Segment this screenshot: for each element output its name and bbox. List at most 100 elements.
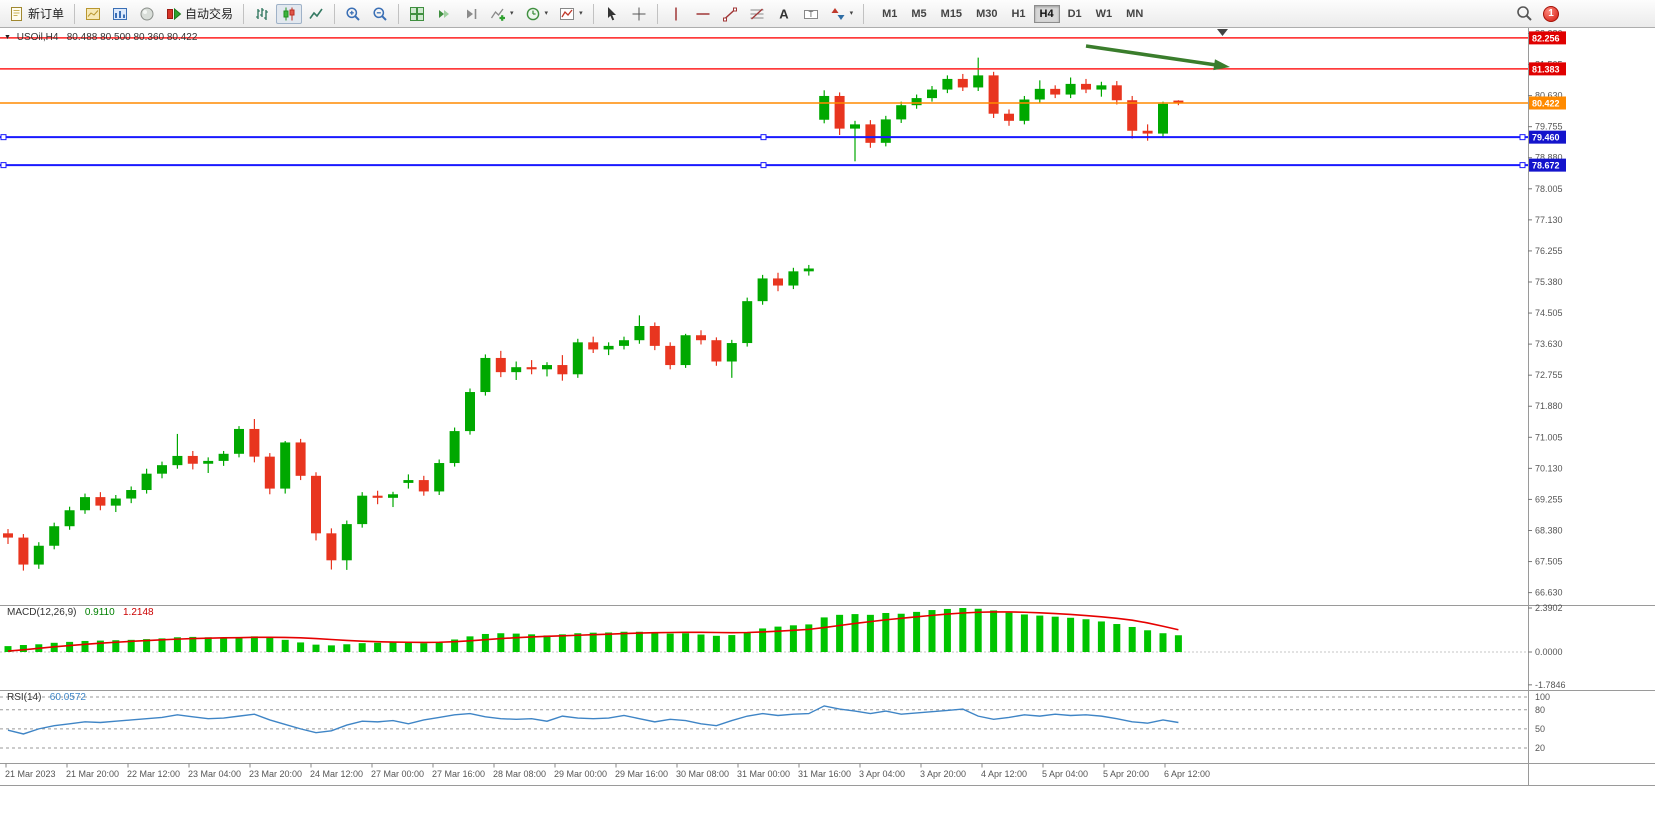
line-handle[interactable] xyxy=(0,162,7,169)
cursor-button[interactable] xyxy=(599,4,625,24)
timeframe-m15[interactable]: M15 xyxy=(940,7,963,20)
templates-button[interactable]: ▾ xyxy=(554,4,588,24)
candle-body xyxy=(572,342,583,375)
horizontal-line-button[interactable] xyxy=(690,4,716,24)
indicators-button[interactable]: ▾ xyxy=(485,4,519,24)
charts-profile-button[interactable] xyxy=(80,4,106,24)
text-label-button[interactable]: T xyxy=(798,4,824,24)
fibonacci-button[interactable] xyxy=(744,4,770,24)
candle-body xyxy=(1065,83,1076,95)
auto-scroll-button[interactable] xyxy=(431,4,457,24)
price-axis-label: 79.755 xyxy=(1535,122,1563,132)
bar-chart-button[interactable] xyxy=(249,4,275,24)
macd-histogram-bar xyxy=(481,633,489,652)
periods-button[interactable]: ▾ xyxy=(520,4,554,24)
candle-body xyxy=(1019,99,1030,121)
macd-histogram-bar xyxy=(1113,624,1121,652)
timeframe-w1[interactable]: W1 xyxy=(1095,7,1113,20)
toolbar-separator xyxy=(656,3,658,24)
macd-histogram-bar xyxy=(19,645,27,652)
fibonacci-icon xyxy=(750,8,764,19)
macd-histogram-bar xyxy=(990,610,998,652)
zoom-out-button[interactable] xyxy=(367,4,393,24)
line-handle[interactable] xyxy=(1519,162,1526,169)
text-button[interactable]: A xyxy=(771,4,797,24)
timeframe-h1[interactable]: H1 xyxy=(1011,7,1026,20)
auto-trading-button[interactable]: 自动交易 xyxy=(161,4,238,24)
timeframe-m1[interactable]: M1 xyxy=(882,7,898,20)
new-order-button[interactable]: 新订单 xyxy=(4,4,69,24)
candle-body xyxy=(711,340,722,362)
tile-windows-button[interactable] xyxy=(404,4,430,24)
candle-body xyxy=(1004,113,1014,121)
market-watch-button[interactable] xyxy=(107,4,133,24)
line-handle[interactable] xyxy=(760,162,767,169)
price-badge-label: 81.383 xyxy=(1532,64,1560,74)
macd-main-value: 0.9110 xyxy=(84,607,115,618)
line-handle[interactable] xyxy=(0,134,7,141)
zoom-in-button[interactable] xyxy=(340,4,366,24)
macd-histogram-bar xyxy=(697,634,705,652)
macd-histogram-bar xyxy=(712,635,720,652)
timeframe-m30[interactable]: M30 xyxy=(976,7,998,20)
macd-histogram-bar xyxy=(404,642,412,652)
macd-histogram-bar xyxy=(759,628,767,652)
candle-body xyxy=(418,480,429,492)
toolbar: 新订单 自动交易 xyxy=(0,0,1655,28)
candle-body xyxy=(850,124,860,129)
macd-histogram-bar xyxy=(528,634,536,652)
chart-shift-button[interactable] xyxy=(458,4,484,24)
candle-body xyxy=(18,537,29,565)
navigator-button[interactable] xyxy=(134,4,160,24)
candle-body xyxy=(542,365,552,370)
time-axis-label: 31 Mar 16:00 xyxy=(798,769,851,779)
macd-histogram-bar xyxy=(558,634,566,652)
candle-body xyxy=(726,343,737,362)
toolbar-separator xyxy=(334,3,336,24)
macd-histogram-bar xyxy=(651,632,659,652)
arrows-button[interactable]: ▾ xyxy=(825,4,859,24)
chart-shift-marker[interactable] xyxy=(1217,29,1228,36)
time-axis-label: 30 Mar 08:00 xyxy=(676,769,729,779)
rsi-axis-label: 100 xyxy=(1535,692,1550,702)
candle-body xyxy=(326,533,337,561)
candle-body xyxy=(187,455,198,464)
time-axis-label: 6 Apr 12:00 xyxy=(1164,769,1210,779)
candlestick-chart-button[interactable] xyxy=(276,3,303,24)
timeframe-d1[interactable]: D1 xyxy=(1067,7,1082,20)
vertical-line-button[interactable] xyxy=(663,4,689,24)
notification-badge[interactable]: 1 xyxy=(1543,5,1559,22)
time-axis-label: 22 Mar 12:00 xyxy=(127,769,180,779)
notification-count: 1 xyxy=(1548,8,1554,19)
annotation-arrow-head[interactable] xyxy=(1213,59,1230,71)
candle-body xyxy=(588,342,599,350)
macd-histogram-bar xyxy=(928,610,936,652)
trendline-button[interactable] xyxy=(717,4,743,24)
collapse-chart-icon[interactable]: ▼ xyxy=(4,34,11,41)
toolbar-separator xyxy=(243,3,245,24)
candle-body xyxy=(203,460,214,464)
timeframe-mn[interactable]: MN xyxy=(1126,7,1144,20)
timeframe-h4[interactable]: H4 xyxy=(1033,4,1060,23)
annotation-arrow-shaft[interactable] xyxy=(1085,44,1218,67)
timeframe-m5[interactable]: M5 xyxy=(911,7,927,20)
candle-body xyxy=(465,392,475,432)
time-axis-label: 27 Mar 16:00 xyxy=(432,769,485,779)
crosshair-button[interactable] xyxy=(626,4,652,24)
cursor-icon xyxy=(607,6,616,20)
line-handle[interactable] xyxy=(1519,134,1526,141)
templates-icon xyxy=(560,7,575,20)
line-chart-button[interactable] xyxy=(303,4,329,24)
macd-histogram-bar xyxy=(297,642,305,652)
macd-histogram-bar xyxy=(774,626,782,652)
line-handle[interactable] xyxy=(760,134,767,141)
macd-histogram-bar xyxy=(266,637,274,652)
candle-body xyxy=(757,278,768,302)
toolbar-separator xyxy=(863,3,865,24)
price-badge xyxy=(1529,62,1566,76)
search-icon[interactable] xyxy=(1516,5,1533,22)
price-axis-label: 75.380 xyxy=(1535,277,1563,287)
candle-body xyxy=(264,456,275,489)
macd-histogram-bar xyxy=(851,614,859,652)
